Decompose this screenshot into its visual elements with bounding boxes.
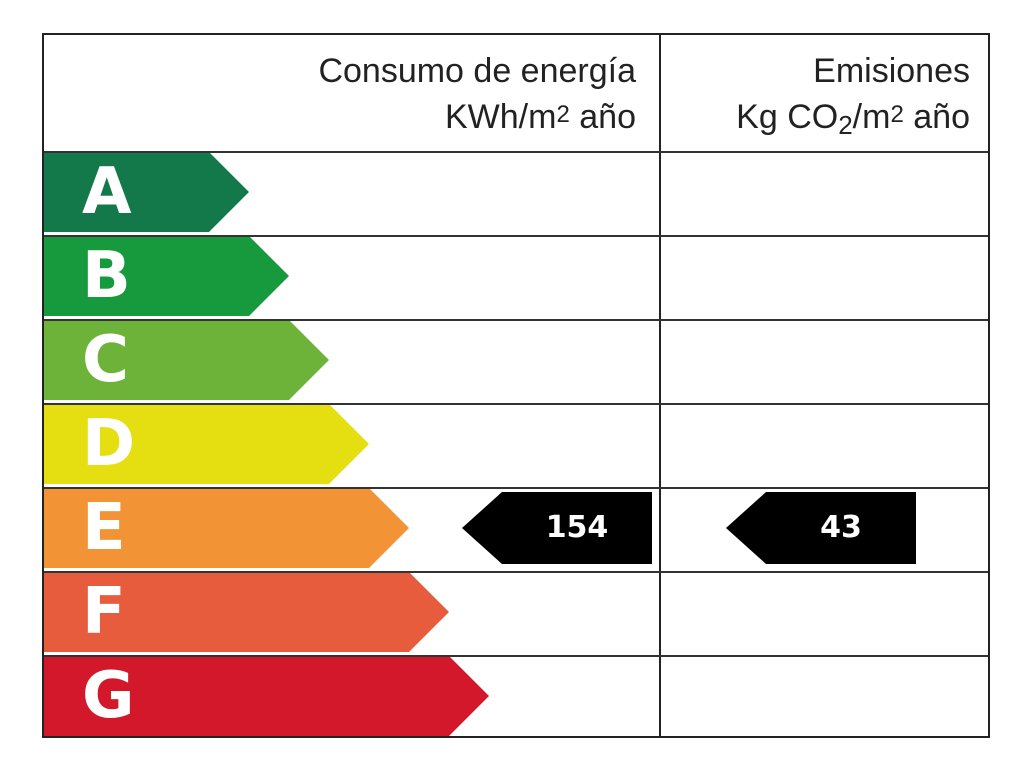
rating-row-d: D [44,404,658,484]
rating-row-a: A [44,152,658,232]
rating-letter: C [82,323,129,397]
rating-letter: G [82,659,135,733]
emissions-rating-tag-value: 43 [820,510,862,545]
energy-column-header: Consumo de energía KWh/m2 año [136,49,636,139]
emissions-header-unit: Kg CO2/m2 año [736,98,970,140]
rating-row-c: C [44,320,658,400]
column-divider [659,35,661,736]
rating-row-g: G [44,656,658,736]
row-divider [44,319,988,321]
rating-row-b: B [44,236,658,316]
rating-row-e: E [44,488,658,568]
rating-letter: F [82,575,126,649]
row-divider [44,403,988,405]
row-divider [44,151,988,153]
emissions-column-header: Emisiones Kg CO2/m2 año [660,49,970,147]
energy-header-unit: KWh/m2 año [445,98,636,136]
rating-letter: B [82,239,131,313]
rating-row-f: F [44,572,658,652]
row-divider [44,571,988,573]
energy-header-title: Consumo de energía [318,52,636,90]
energy-rating-tag: 154 [462,492,652,564]
energy-label-table: Consumo de energía KWh/m2 año Emisiones … [42,33,990,738]
row-divider [44,487,988,489]
rating-letter: D [82,407,136,481]
energy-rating-tag-value: 154 [545,510,609,545]
row-divider [44,235,988,237]
emissions-header-title: Emisiones [813,52,970,90]
rating-letter: A [82,155,132,229]
row-divider [44,655,988,657]
rating-letter: E [82,491,126,565]
emissions-rating-tag: 43 [726,492,916,564]
